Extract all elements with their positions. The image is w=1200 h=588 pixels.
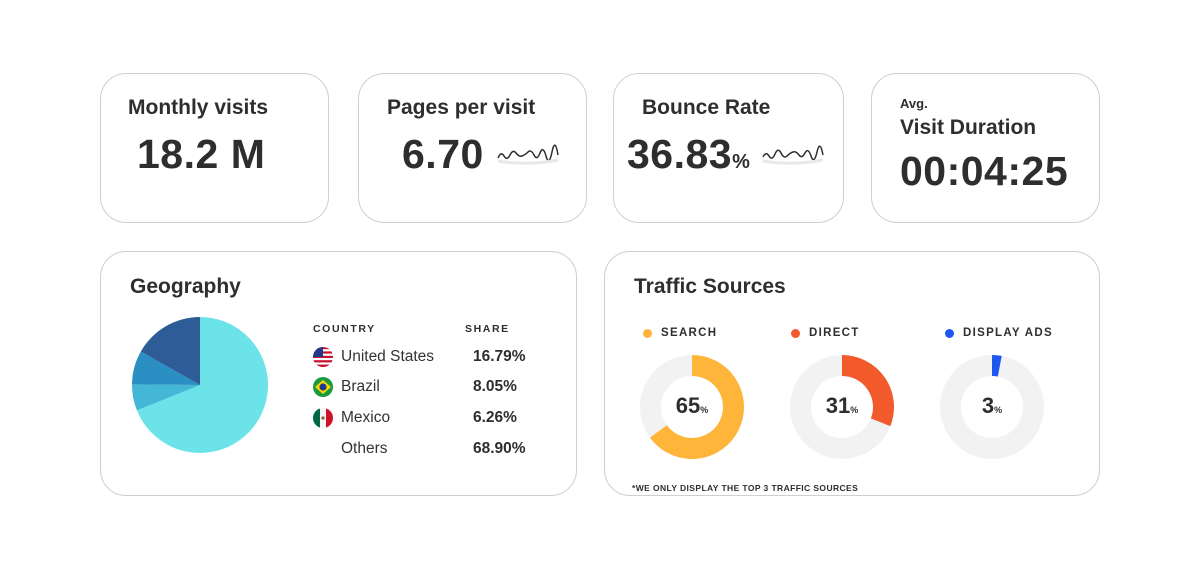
legend-label: SEARCH	[661, 327, 718, 339]
bounce-rate-unit: %	[732, 151, 751, 173]
pie-slice-mexico	[132, 384, 200, 411]
us-flag-icon	[313, 347, 333, 367]
bounce-rate-card: Bounce Rate 36.83%	[613, 73, 844, 223]
visit-duration-card: Avg. Visit Duration 00:04:25	[871, 73, 1100, 223]
pie-slice-others	[136, 317, 268, 453]
donut-unit: %	[994, 405, 1003, 415]
share-column-header: SHARE	[465, 323, 510, 335]
donut-arc-display-ads	[991, 355, 1002, 377]
donut-value: 65	[675, 393, 701, 418]
country-column-header: COUNTRY	[313, 323, 376, 335]
donut-value: 3	[981, 393, 995, 418]
traffic-sources-card: Traffic Sources SEARCH DIRECT DISPLAY AD…	[604, 251, 1100, 496]
visit-duration-value: 00:04:25	[900, 148, 1069, 194]
geo-row-others: Others 68.90%	[313, 438, 526, 460]
donut-arc-search	[649, 355, 744, 459]
geography-card: Geography COUNTRY SHARE United States 16…	[100, 251, 577, 496]
search-donut-chart	[640, 355, 744, 459]
direct-donut-chart	[790, 355, 894, 459]
legend-label: DISPLAY ADS	[963, 327, 1053, 339]
legend-label: DIRECT	[809, 327, 860, 339]
legend-direct: DIRECT	[791, 327, 860, 339]
pages-sparkline-icon	[497, 144, 559, 165]
legend-search: SEARCH	[643, 327, 717, 339]
search-percent: 65%	[640, 393, 744, 419]
pages-per-visit-label: Pages per visit	[387, 96, 536, 119]
geo-country-name: Mexico	[341, 409, 391, 426]
donut-value: 31	[825, 393, 851, 418]
geo-country-share: 16.79%	[473, 348, 526, 365]
traffic-sources-title: Traffic Sources	[634, 275, 786, 298]
geo-country-name: United States	[341, 348, 435, 365]
geo-country-share: 6.26%	[473, 409, 517, 426]
bounce-rate-value: 36.83%	[627, 131, 750, 178]
pie-slice-brazil	[132, 351, 200, 385]
geography-pie-chart	[132, 317, 268, 453]
display-ads-donut-chart	[940, 355, 1044, 459]
pie-slice-united-states	[140, 317, 200, 385]
direct-percent: 31%	[790, 393, 894, 419]
search-dot-icon	[643, 328, 652, 338]
geo-row-brazil: Brazil 8.05%	[313, 376, 517, 398]
brazil-flag-icon	[313, 377, 333, 397]
geo-country-name: Brazil	[341, 378, 380, 395]
monthly-visits-value: 18.2 M	[137, 131, 266, 177]
mexico-flag-icon	[313, 408, 333, 428]
bounce-rate-label: Bounce Rate	[642, 96, 771, 119]
bounce-rate-number: 36.83	[627, 131, 733, 177]
visit-duration-label: Visit Duration	[900, 116, 1037, 139]
legend-display-ads: DISPLAY ADS	[945, 327, 1053, 339]
donut-unit: %	[850, 405, 859, 415]
geography-title: Geography	[130, 275, 241, 298]
display-ads-percent: 3%	[940, 393, 1044, 419]
geo-country-share: 8.05%	[473, 378, 517, 395]
geo-row-us: United States 16.79%	[313, 346, 526, 368]
donut-unit: %	[700, 405, 709, 415]
display-ads-dot-icon	[945, 328, 954, 338]
donut-arc-direct	[841, 355, 894, 427]
direct-dot-icon	[791, 328, 800, 338]
geo-country-name: Others	[341, 440, 388, 457]
geo-country-share: 68.90%	[473, 440, 526, 457]
monthly-visits-label: Monthly visits	[128, 96, 269, 119]
geo-row-mexico: Mexico 6.26%	[313, 407, 517, 429]
visit-duration-prefix: Avg.	[900, 96, 928, 111]
pages-per-visit-card: Pages per visit 6.70	[358, 73, 587, 223]
monthly-visits-card: Monthly visits 18.2 M	[100, 73, 329, 223]
bounce-sparkline-icon	[762, 145, 824, 165]
pages-per-visit-value: 6.70	[402, 131, 484, 177]
traffic-footnote: *WE ONLY DISPLAY THE TOP 3 TRAFFIC SOURC…	[632, 483, 859, 493]
